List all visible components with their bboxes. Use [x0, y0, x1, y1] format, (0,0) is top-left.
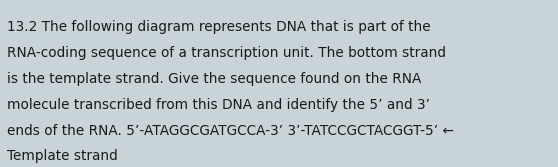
- Text: is the template strand. Give the sequence found on the RNA: is the template strand. Give the sequenc…: [7, 72, 421, 86]
- Text: molecule transcribed from this DNA and identify the 5’ and 3’: molecule transcribed from this DNA and i…: [7, 98, 430, 112]
- Text: 13.2 The following diagram represents DNA that is part of the: 13.2 The following diagram represents DN…: [7, 20, 430, 34]
- Text: ends of the RNA. 5’-ATAGGCGATGCCA-3’ 3’-TATCCGCTACGGT-5’ ←: ends of the RNA. 5’-ATAGGCGATGCCA-3’ 3’-…: [7, 124, 454, 138]
- Text: RNA-coding sequence of a transcription unit. The bottom strand: RNA-coding sequence of a transcription u…: [7, 46, 446, 60]
- Text: Template strand: Template strand: [7, 149, 117, 163]
